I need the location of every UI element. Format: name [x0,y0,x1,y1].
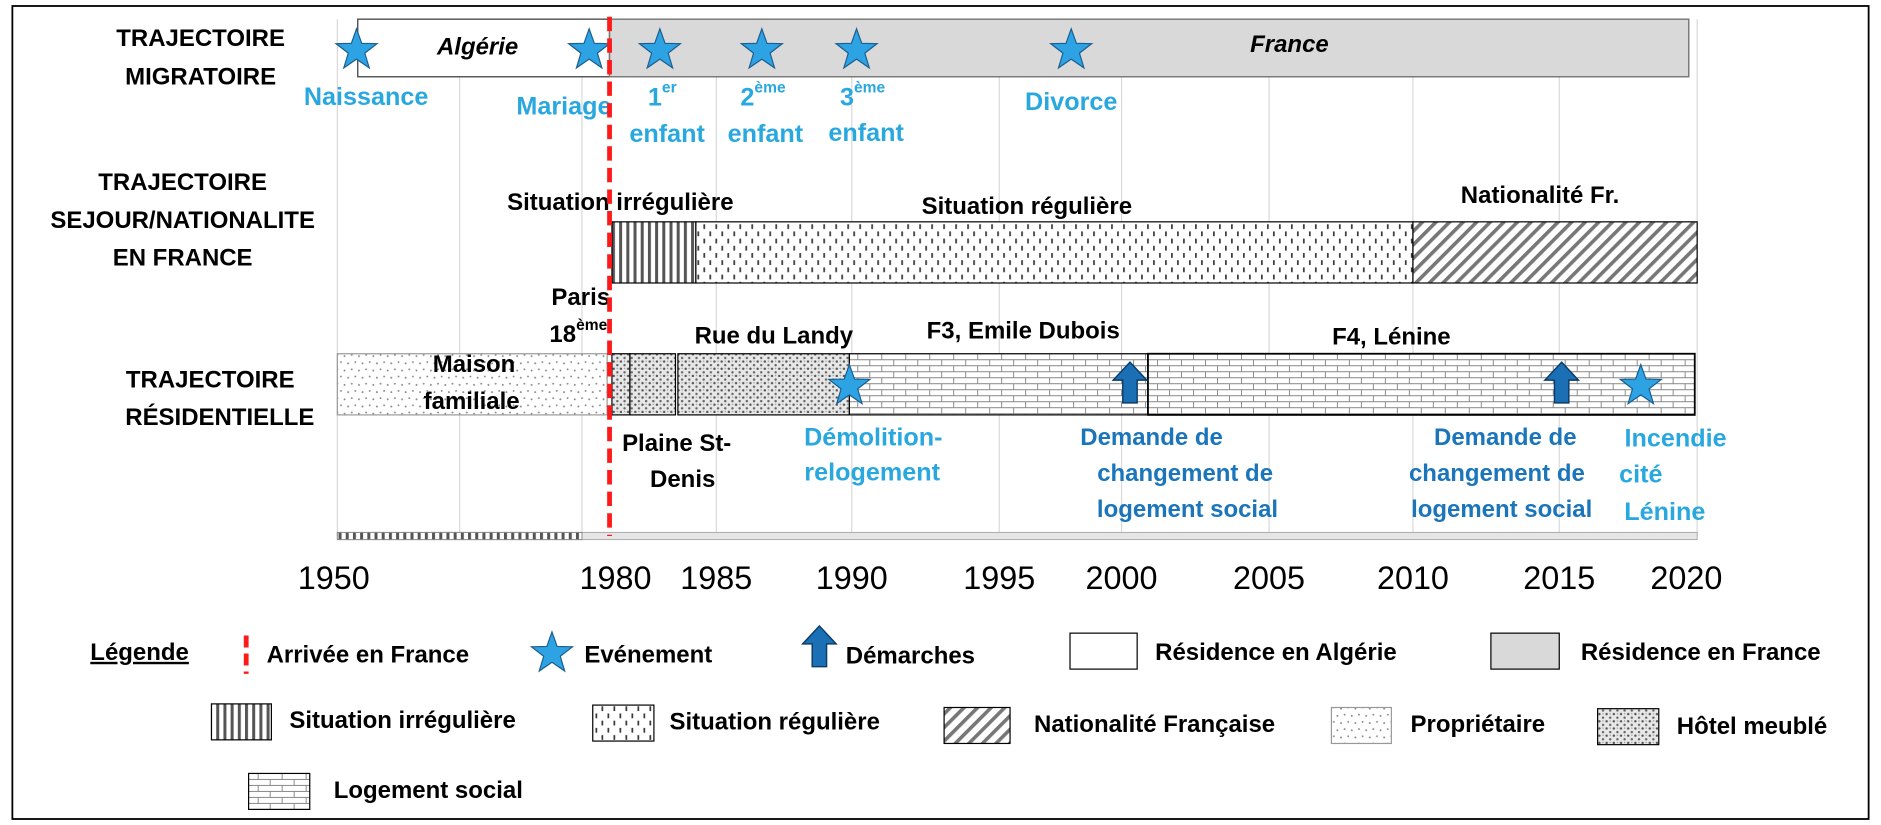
event-label: enfant [629,120,705,148]
event-label: 3ème [840,80,886,111]
row-label: TRAJECTOIRE [98,169,267,196]
year-label: 1950 [298,560,370,596]
residence-label: Denis [650,466,715,493]
irregular-bar [611,221,697,284]
year-label: 1980 [580,560,652,596]
event-label: enfant [728,120,804,148]
stay-label: Situation irrégulière [507,189,733,216]
legend-swatch [943,706,1011,745]
residence-label: 18ème [549,317,607,348]
legend-swatch [248,772,311,811]
year-label: 2010 [1377,560,1449,596]
family-house-bar [336,353,608,416]
algeria-box [357,18,611,78]
f4-bar [1147,352,1696,416]
row-label: RÉSIDENTIELLE [125,403,314,431]
nationality-bar [1412,221,1698,284]
year-labels: 1950 1980 1985 1990 1995 2000 2005 2010 2015 2020 [298,560,1723,596]
year-label: 1985 [680,560,752,596]
event-label: Mariage [516,93,611,121]
legend-swatch [592,704,655,742]
event-label: 2ème [740,80,786,111]
row-label: SEJOUR/NATIONALITE [50,207,315,234]
residence-label: familiale [424,388,520,415]
legend-label: Propriétaire [1411,711,1546,738]
event-label: 1 [648,83,662,111]
residence-label: ème [576,317,608,334]
year-label: 2000 [1086,560,1158,596]
legend-swatch [1069,632,1138,670]
residence-label: F4, Lénine [1332,323,1451,350]
legend-label: Logement social [334,777,523,804]
request-label: Demande de [1080,424,1223,451]
france-label: France [1250,31,1329,58]
row-label: EN FRANCE [113,244,253,271]
legend-swatch [1330,706,1392,745]
legend-label: Situation régulière [669,708,879,735]
time-axis-segment [336,531,583,541]
legend-label: Démarches [846,642,975,669]
request-label: logement social [1097,496,1278,523]
f3-bar [848,353,1149,416]
year-label: 2020 [1650,560,1722,596]
algeria-label: Algérie [436,33,518,60]
year-label: 2015 [1523,560,1595,596]
year-label: 1990 [816,560,888,596]
request-label: logement social [1411,496,1592,523]
event-label: er [662,80,677,97]
residence-label: 18 [549,321,576,348]
legend-title: Légende [90,639,189,666]
request-label: Demande de [1434,424,1577,451]
legend-label: Résidence en Algérie [1155,639,1397,666]
legend-label: Arrivée en France [267,641,470,668]
landy-bar [677,353,850,416]
event-label: Divorce [1025,88,1117,116]
legend-label: Résidence en France [1581,639,1821,666]
event-label: Incendie [1625,425,1727,453]
residence-label: Plaine St- [622,430,731,457]
event-label: relogement [804,458,940,486]
legend-label: Nationalité Française [1034,711,1275,738]
event-label: 3 [840,83,854,111]
row-label: TRAJECTOIRE [116,25,285,52]
request-label: changement de [1097,460,1273,487]
request-label: changement de [1409,460,1585,487]
residence-label: Rue du Landy [695,322,854,349]
residence-label: Maison [433,351,516,378]
event-label: Naissance [304,83,429,111]
stay-label: Situation régulière [922,193,1132,220]
event-label: ème [854,80,886,97]
event-label: Lénine [1624,498,1705,526]
row-label: TRAJECTOIRE [126,367,295,394]
year-label: 1995 [963,560,1035,596]
year-label: 2005 [1233,560,1305,596]
plaine-bar [629,353,677,416]
legend-label: Situation irrégulière [289,707,515,734]
regular-bar [695,221,1414,284]
event-label: enfant [828,119,904,147]
event-label: 1er [648,80,677,111]
paris-bar [611,353,631,416]
legend-label: Evénement [584,641,712,668]
event-label: cité [1619,461,1662,489]
legend-label: Hôtel meublé [1677,713,1827,740]
stay-label: Nationalité Fr. [1461,182,1620,209]
legend-swatch [210,703,272,741]
residence-label: Paris [551,284,610,311]
row-label: MIGRATOIRE [125,63,276,90]
event-label: ème [754,80,786,97]
event-label: 2 [740,83,754,111]
residence-label: F3, Emile Dubois [927,317,1120,344]
event-label: Démolition- [804,424,942,452]
legend-swatch [1490,632,1560,670]
legend-swatch [1597,708,1660,746]
